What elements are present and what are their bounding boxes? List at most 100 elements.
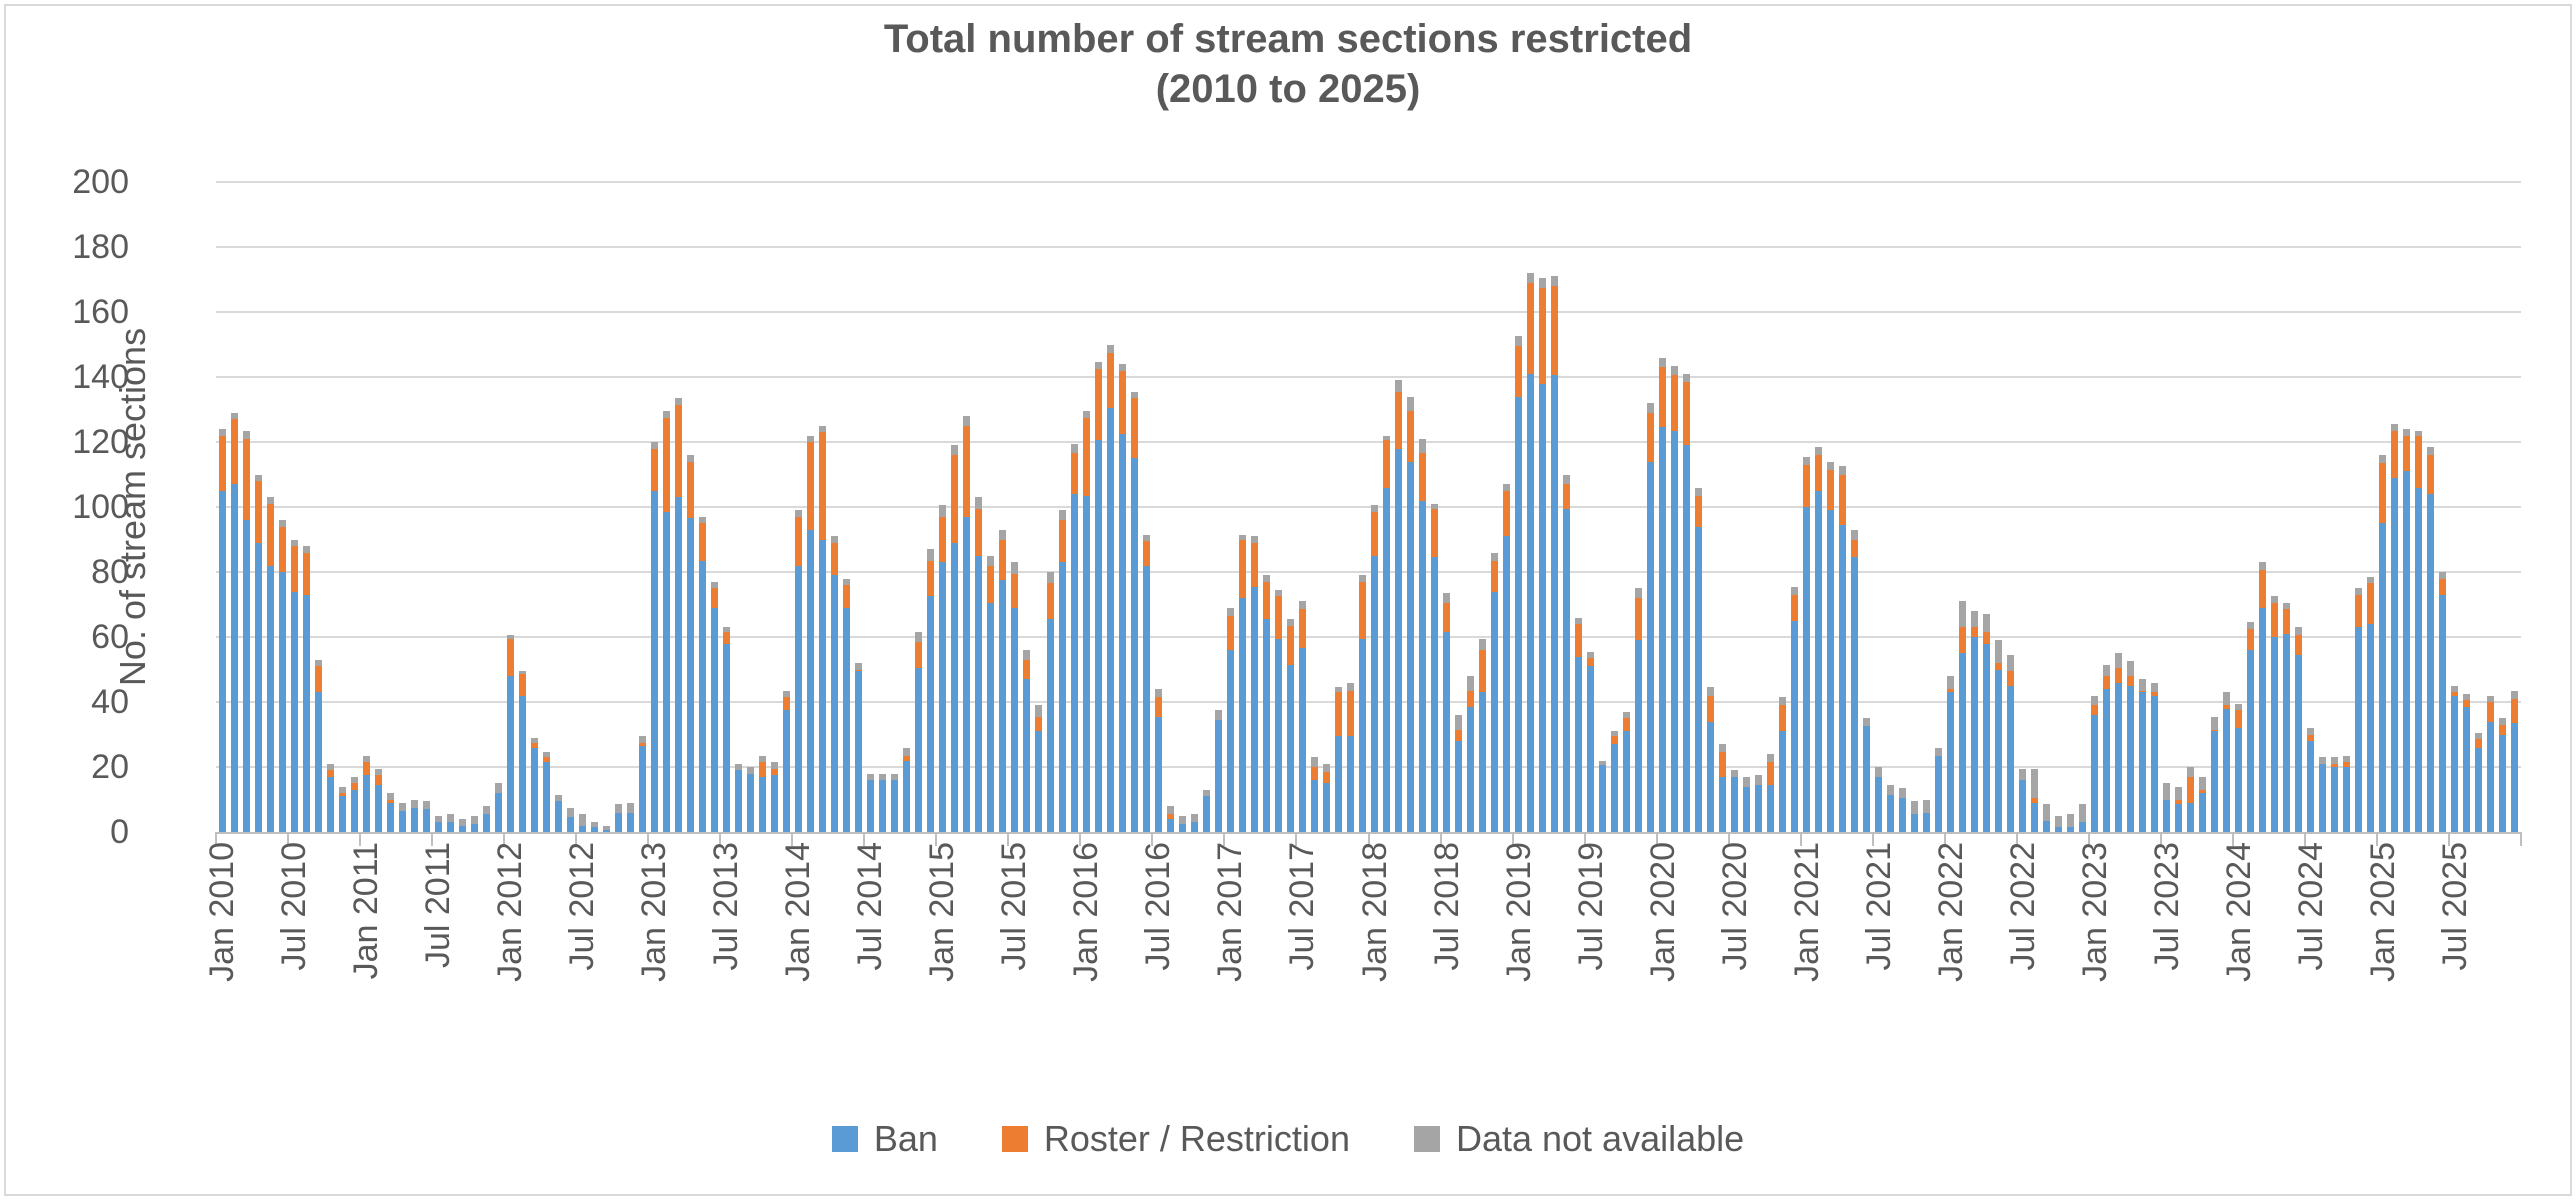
bar-segment-data-not-available	[2427, 446, 2435, 455]
bar-segment-ban	[350, 789, 358, 832]
bar-segment-data-not-available	[2067, 814, 2075, 828]
bar-segment-data-not-available	[1563, 474, 1571, 485]
bar-segment-ban	[1935, 755, 1943, 832]
bar-segment-roster-restriction	[1431, 508, 1439, 558]
bar-segment-roster-restriction	[1262, 581, 1270, 620]
bar-segment-data-not-available	[2499, 718, 2507, 725]
bar-segment-roster-restriction	[902, 755, 910, 761]
legend-label-ban: Ban	[873, 1118, 938, 1159]
bar-segment-roster-restriction	[1383, 440, 1390, 488]
bar-segment-ban	[1911, 814, 1919, 832]
bar-segment-ban	[1707, 721, 1715, 832]
bar-segment-roster-restriction	[326, 770, 334, 777]
bar-month-106	[1491, 552, 1499, 832]
bar-segment-ban	[890, 780, 898, 832]
bar-month-63	[974, 497, 982, 832]
bar-segment-ban	[926, 596, 934, 832]
bar-segment-roster-restriction	[1118, 370, 1126, 434]
bar-month-102	[1443, 593, 1451, 832]
bar-segment-data-not-available	[662, 411, 670, 418]
bar-segment-ban	[422, 809, 430, 832]
bar-month-189	[2487, 695, 2495, 832]
bar-segment-roster-restriction	[1479, 650, 1487, 693]
bar-segment-ban	[1166, 819, 1174, 832]
x-tick	[575, 832, 578, 846]
bar-segment-ban	[1154, 716, 1162, 832]
x-tick	[1151, 832, 1154, 846]
bar-segment-data-not-available	[1082, 411, 1090, 418]
bar-segment-data-not-available	[2271, 596, 2279, 603]
bar-month-80	[1178, 815, 1186, 832]
bar-month-55	[878, 773, 886, 832]
bar-segment-data-not-available	[1815, 446, 1823, 455]
bar-segment-data-not-available	[2247, 622, 2255, 629]
bar-segment-data-not-available	[1010, 562, 1018, 574]
bar-segment-data-not-available	[1503, 484, 1511, 491]
bar-segment-data-not-available	[830, 536, 838, 543]
bar-segment-data-not-available	[1491, 552, 1499, 561]
bar-segment-ban	[1118, 433, 1126, 832]
bar-segment-roster-restriction	[2439, 578, 2447, 595]
bar-segment-ban	[1647, 461, 1655, 832]
bar-month-183	[2415, 430, 2423, 832]
bar-segment-ban	[1899, 797, 1907, 832]
bar-segment-ban	[878, 780, 886, 832]
bar-month-165	[2199, 776, 2207, 832]
bar-month-26	[530, 737, 538, 832]
bar-segment-ban	[1022, 679, 1030, 832]
bar-segment-data-not-available	[1599, 760, 1607, 766]
gridline	[216, 246, 2521, 248]
bar-segment-data-not-available	[2031, 768, 2039, 798]
bar-segment-data-not-available	[2199, 776, 2207, 790]
bar-segment-ban	[1226, 650, 1234, 832]
bar-month-84	[1226, 607, 1234, 832]
bar-segment-data-not-available	[1142, 534, 1150, 542]
bar-month-57	[902, 747, 910, 832]
bar-segment-ban	[302, 594, 310, 832]
bar-segment-ban	[2019, 780, 2027, 832]
bar-month-12	[362, 755, 370, 832]
bar-segment-data-not-available	[674, 398, 682, 405]
bar-segment-data-not-available	[2115, 653, 2123, 668]
bar-segment-ban	[866, 780, 874, 832]
bar-segment-data-not-available	[2127, 661, 2135, 676]
bar-segment-data-not-available	[2511, 690, 2519, 699]
bar-segment-roster-restriction	[2175, 799, 2183, 805]
x-tick-label: Jul 2017	[1283, 842, 1322, 971]
bar-segment-data-not-available	[638, 736, 646, 743]
bar-segment-roster-restriction	[302, 552, 310, 595]
bar-segment-data-not-available	[902, 747, 910, 756]
bar-segment-ban	[806, 529, 814, 832]
bar-segment-roster-restriction	[1719, 752, 1727, 777]
bar-month-179	[2367, 576, 2375, 832]
bar-segment-ban	[830, 575, 838, 832]
bar-month-22	[482, 806, 490, 832]
bar-segment-roster-restriction	[1419, 453, 1427, 501]
ban-swatch-icon	[831, 1126, 858, 1152]
bar-segment-ban	[1839, 524, 1847, 832]
bar-segment-roster-restriction	[1791, 594, 1799, 621]
x-tick-label: Jan 2015	[923, 842, 962, 982]
bar-segment-data-not-available	[1635, 588, 1643, 598]
bar-segment-data-not-available	[578, 814, 586, 826]
bar-segment-data-not-available	[1971, 611, 1979, 628]
bar-segment-data-not-available	[1058, 510, 1066, 520]
bar-segment-roster-restriction	[2115, 667, 2123, 683]
bar-month-169	[2247, 622, 2255, 832]
bar-segment-data-not-available	[470, 815, 478, 824]
bar-segment-data-not-available	[686, 455, 694, 462]
bar-month-64	[986, 555, 994, 832]
bar-segment-roster-restriction	[1611, 736, 1619, 745]
bar-month-155	[2079, 804, 2087, 832]
bar-segment-data-not-available	[974, 497, 982, 509]
bar-month-121	[1671, 365, 1679, 832]
x-tick	[2520, 832, 2522, 846]
bar-segment-ban	[1767, 784, 1775, 832]
bar-segment-data-not-available	[1527, 273, 1535, 283]
bar-month-39	[686, 455, 694, 832]
bar-segment-roster-restriction	[1983, 632, 1991, 644]
bar-month-38	[674, 398, 682, 832]
bar-segment-ban	[842, 607, 850, 832]
bar-month-152	[2043, 804, 2051, 832]
bar-month-85	[1238, 534, 1246, 832]
